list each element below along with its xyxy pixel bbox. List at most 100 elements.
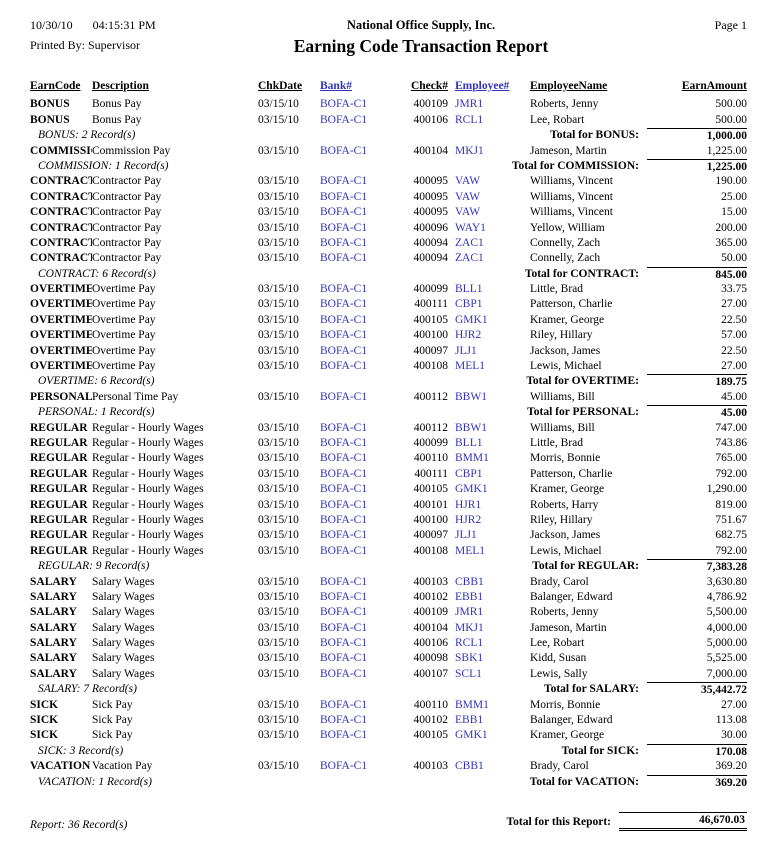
employee-link[interactable]: RCL1 [455,637,484,650]
check-number-cell: 400107 [413,667,449,680]
employee-link[interactable]: HJR1 [455,498,482,511]
table-row: REGULAR Regular - Hourly Wages 03/15/10 BOF… [30,482,747,497]
employee-link[interactable]: SCL1 [455,667,482,680]
bank-link[interactable]: BOFA-C1 [320,221,368,234]
earn-code-cell: CONTRACT [30,190,92,203]
bank-link[interactable]: BOFA-C1 [320,513,368,526]
bank-link[interactable]: BOFA-C1 [320,452,368,465]
bank-link[interactable]: BOFA-C1 [320,236,368,249]
earn-code-cell: SICK [30,714,59,727]
chk-date-cell: 03/15/10 [258,729,299,742]
chk-date-cell: 03/15/10 [258,621,299,634]
employee-link[interactable]: ZAC1 [455,252,484,265]
employee-link[interactable]: MEL1 [455,544,486,557]
employee-link[interactable]: MKJ1 [455,144,484,157]
bank-link[interactable]: BOFA-C1 [320,467,368,480]
employee-link[interactable]: BMM1 [455,452,489,465]
employee-link[interactable]: JMR1 [455,606,484,619]
employee-name-cell: Little, Brad [530,436,584,449]
bank-link[interactable]: BOFA-C1 [320,714,368,727]
check-number-cell: 400109 [413,98,449,111]
employee-name-cell: Williams, Vincent [530,175,613,188]
employee-link[interactable]: ZAC1 [455,236,484,249]
bank-link[interactable]: BOFA-C1 [320,667,368,680]
bank-link[interactable]: BOFA-C1 [320,544,368,557]
bank-link[interactable]: BOFA-C1 [320,144,368,157]
bank-link[interactable]: BOFA-C1 [320,590,368,603]
bank-link[interactable]: BOFA-C1 [320,621,368,634]
bank-link[interactable]: BOFA-C1 [320,606,368,619]
employee-link[interactable]: BMM1 [455,698,489,711]
bank-link[interactable]: BOFA-C1 [320,760,368,773]
bank-link[interactable]: BOFA-C1 [320,360,368,373]
bank-link[interactable]: BOFA-C1 [320,206,368,219]
bank-link[interactable]: BOFA-C1 [320,483,368,496]
earn-amount-cell: 4,786.92 [706,590,747,603]
employee-link[interactable]: BLL1 [455,283,483,296]
employee-link[interactable]: SBK1 [455,652,484,665]
employee-link[interactable]: GMK1 [455,483,488,496]
bank-link[interactable]: BOFA-C1 [320,436,368,449]
employee-link[interactable]: GMK1 [455,313,488,326]
employee-link[interactable]: MEL1 [455,360,486,373]
bank-link[interactable]: BOFA-C1 [320,344,368,357]
bank-link[interactable]: BOFA-C1 [320,729,368,742]
employee-link[interactable]: CBP1 [455,467,483,480]
bank-link[interactable]: BOFA-C1 [320,698,368,711]
group-summary-row: VACATION: 1 Record(s) Total for VACATION:… [30,774,747,790]
column-header-row: EarnCode Description ChkDate Bank# Check# Emp… [30,79,747,94]
employee-link[interactable]: CBB1 [455,575,484,588]
bank-link[interactable]: BOFA-C1 [320,252,368,265]
description-cell: Salary Wages [92,621,155,634]
earn-code-cell: SALARY [30,621,77,634]
bank-link[interactable]: BOFA-C1 [320,175,368,188]
employee-link[interactable]: BLL1 [455,436,483,449]
col-header-chkdate-label: ChkDate [258,80,303,92]
earn-code-cell: SALARY [30,667,77,680]
earn-code-cell: VACATION [30,760,91,773]
earn-amount-cell: 27.00 [721,698,747,711]
employee-link[interactable]: VAW [455,206,481,219]
employee-link[interactable]: HJR2 [455,329,482,342]
employee-link[interactable]: VAW [455,190,481,203]
group-total-label: Total for COMMISSION: [511,159,639,172]
employee-link[interactable]: JLJ1 [455,529,477,542]
chk-date-cell: 03/15/10 [258,513,299,526]
bank-link[interactable]: BOFA-C1 [320,529,368,542]
bank-link[interactable]: BOFA-C1 [320,421,368,434]
bank-link[interactable]: BOFA-C1 [320,313,368,326]
chk-date-cell: 03/15/10 [258,590,299,603]
employee-link[interactable]: HJR2 [455,513,482,526]
check-number-cell: 400106 [413,637,449,650]
bank-link[interactable]: BOFA-C1 [320,113,368,126]
employee-link[interactable]: EBB1 [455,590,484,603]
bank-link[interactable]: BOFA-C1 [320,637,368,650]
check-number-cell: 400108 [413,360,449,373]
employee-name-cell: Patterson, Charlie [530,467,613,480]
employee-link[interactable]: WAY1 [455,221,486,234]
employee-link[interactable]: JLJ1 [455,344,477,357]
employee-link[interactable]: GMK1 [455,729,488,742]
employee-link[interactable]: BBW1 [455,390,487,403]
bank-link[interactable]: BOFA-C1 [320,575,368,588]
table-row: SALARY Salary Wages 03/15/10 BOFA-C1 400098 S… [30,651,747,666]
bank-link[interactable]: BOFA-C1 [320,190,368,203]
employee-link[interactable]: EBB1 [455,714,484,727]
employee-link[interactable]: VAW [455,175,481,188]
bank-link[interactable]: BOFA-C1 [320,498,368,511]
bank-link[interactable]: BOFA-C1 [320,283,368,296]
employee-link[interactable]: RCL1 [455,113,484,126]
employee-link[interactable]: CBP1 [455,298,483,311]
chk-date-cell: 03/15/10 [258,144,299,157]
bank-link[interactable]: BOFA-C1 [320,390,368,403]
bank-link[interactable]: BOFA-C1 [320,298,368,311]
employee-link[interactable]: MKJ1 [455,621,484,634]
group-summary-row: REGULAR: 9 Record(s) Total for REGULAR: 7,… [30,559,747,574]
employee-link[interactable]: BBW1 [455,421,487,434]
check-number-cell: 400103 [413,575,449,588]
bank-link[interactable]: BOFA-C1 [320,652,368,665]
employee-link[interactable]: JMR1 [455,98,484,111]
employee-link[interactable]: CBB1 [455,760,484,773]
bank-link[interactable]: BOFA-C1 [320,98,368,111]
bank-link[interactable]: BOFA-C1 [320,329,368,342]
